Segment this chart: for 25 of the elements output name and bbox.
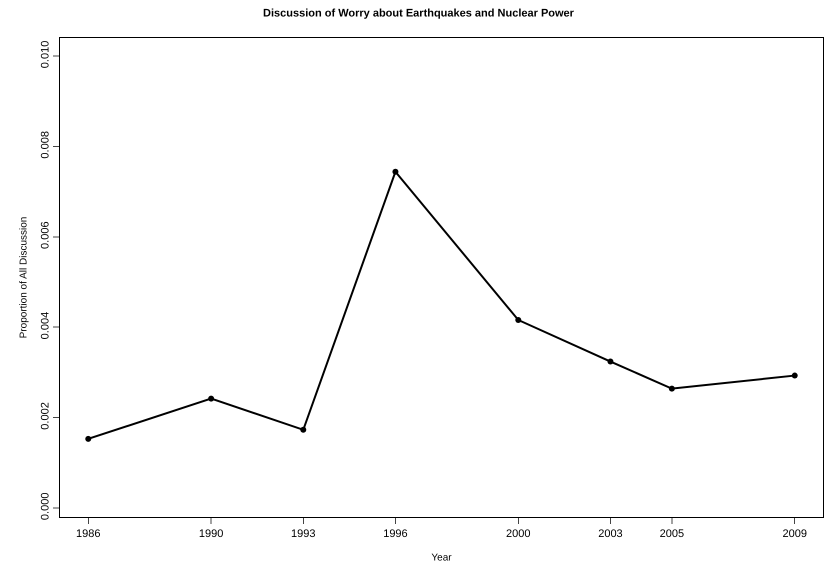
point (300, 426, 306, 433)
y-tick-label: 0.010 (40, 40, 52, 68)
point (208, 396, 214, 402)
x-tick-label: 2005 (660, 528, 684, 540)
x-tick-label: 1996 (383, 528, 408, 540)
point (392, 168, 398, 175)
point (85, 436, 92, 442)
y-tick-label: 0.000 (40, 492, 52, 520)
chart-title: Discussion of Worry about Earthquakes and Nuclear Power (263, 7, 575, 20)
x-tick-label: 1986 (76, 528, 100, 540)
x-tick-label: 2009 (782, 528, 807, 540)
y-tick-label: 0.004 (40, 312, 52, 340)
point (515, 316, 522, 323)
y-tick-label: 0.006 (40, 221, 52, 249)
point (607, 358, 614, 365)
y-tick-label: 0.002 (40, 402, 52, 430)
x-tick-label: 2003 (598, 528, 623, 540)
point (668, 386, 675, 392)
x-tick-label: 1993 (291, 528, 316, 540)
x-axis-title: Year (431, 552, 452, 564)
y-tick-label: 0.008 (40, 131, 52, 159)
x-tick-label: 2000 (506, 528, 531, 540)
point (792, 372, 798, 379)
y-axis-title: Proportion of All Discussion (18, 216, 30, 338)
x-tick-label: 1990 (198, 528, 224, 540)
